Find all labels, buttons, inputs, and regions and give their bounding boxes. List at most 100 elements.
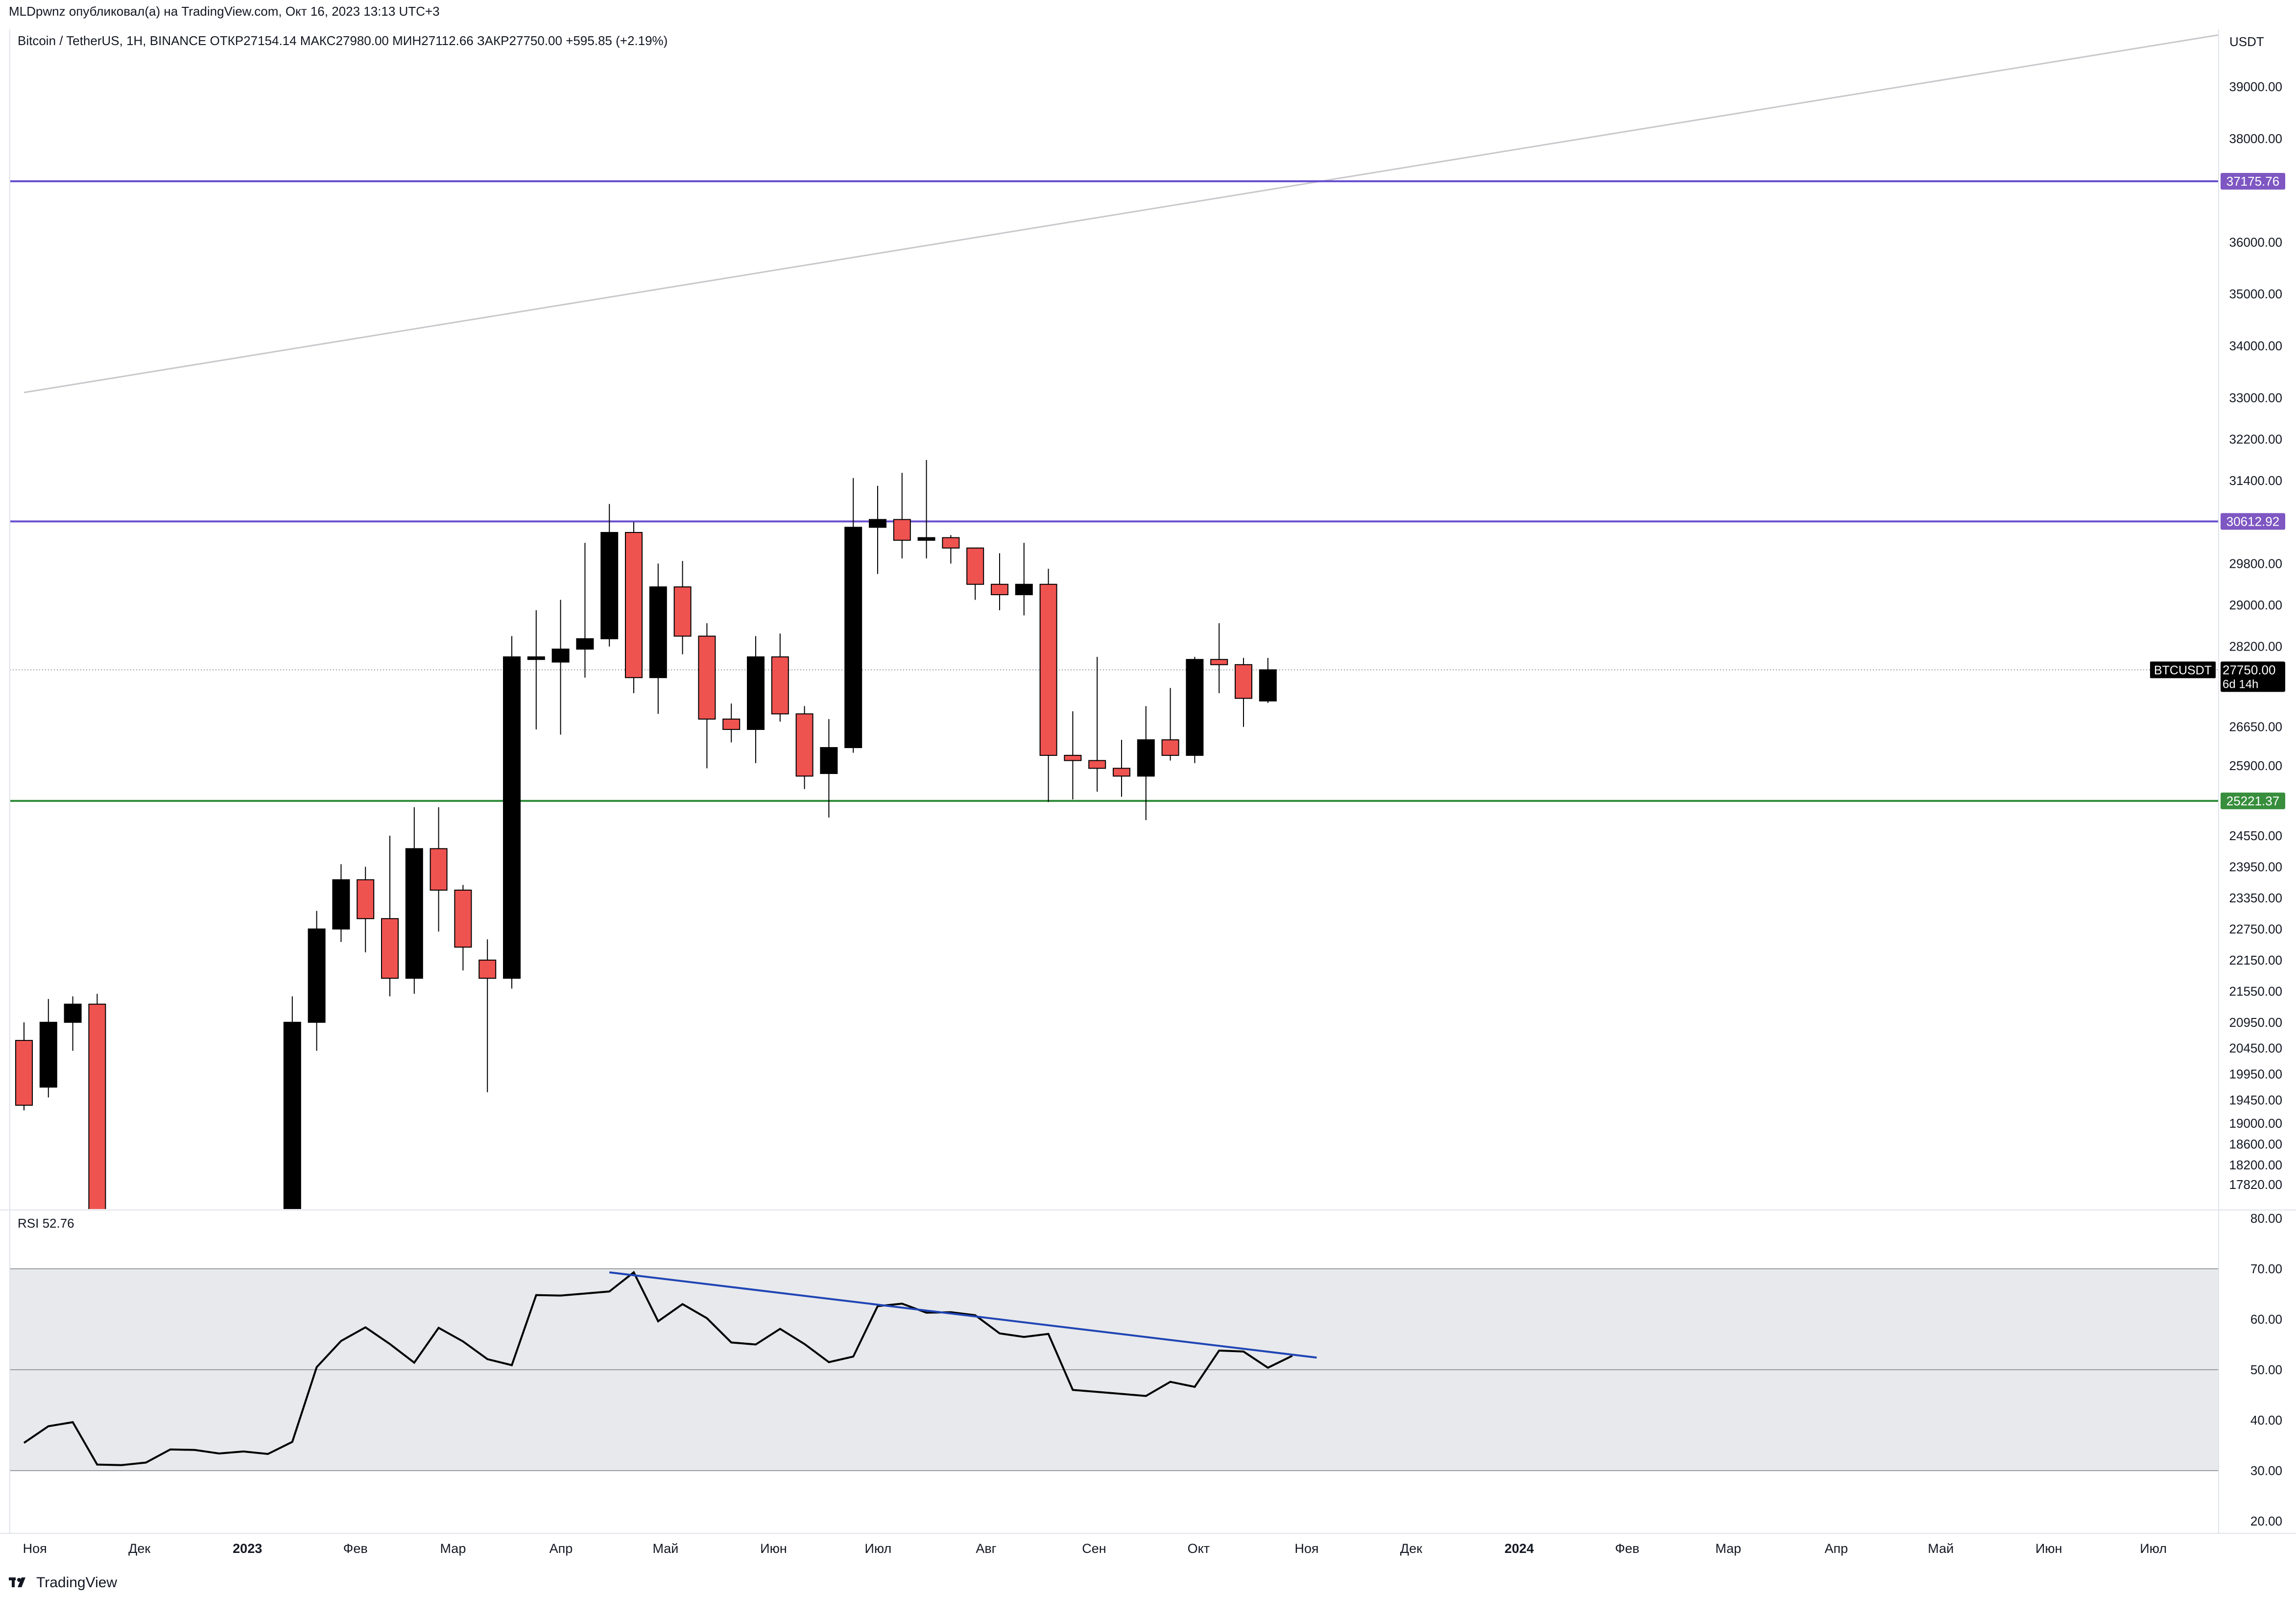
rsi-pane[interactable] — [10, 1268, 2219, 1471]
time-axis-label: Май — [652, 1541, 678, 1556]
rsi-tick-label: 30.00 — [2250, 1463, 2282, 1478]
candle-body — [1064, 754, 1082, 761]
time-axis-label: Июн — [760, 1541, 787, 1556]
symbol-badge — [2150, 661, 2216, 678]
time-axis-label: Фев — [1615, 1541, 1640, 1556]
symbol-badge-label: BTCUSDT — [2154, 663, 2212, 677]
level-price-label: 25221.37 — [2226, 794, 2279, 808]
candle-body — [917, 537, 935, 541]
axes: 39000.00 38000.00 36000.00 35000.00 34000.00… — [0, 29, 2296, 1556]
time-axis-label: Ноя — [1294, 1541, 1318, 1556]
candle-body — [1088, 760, 1106, 769]
candle-body — [503, 656, 521, 979]
price-tick-label: 28200.00 — [2229, 639, 2282, 654]
price-tick-label: 26650.00 — [2229, 720, 2282, 734]
candle-body — [991, 583, 1008, 595]
candle-body — [405, 848, 423, 979]
candle-body — [698, 635, 716, 720]
price-tick-label: 39000.00 — [2229, 79, 2282, 94]
time-axis-label: Авг — [976, 1541, 996, 1556]
candle-body — [235, 1232, 252, 1237]
candle-body — [820, 747, 838, 774]
chart-publish-header: MLDpwnz опубликовал(а) на TradingView.co… — [9, 4, 440, 19]
level-price-label: 30612.92 — [2226, 514, 2279, 529]
rsi-label: RSI 52.76 — [18, 1216, 74, 1231]
price-tick-label: 33000.00 — [2229, 390, 2282, 405]
time-axis-label: Дек — [1400, 1541, 1422, 1556]
time-axis-label: Июл — [2140, 1541, 2167, 1556]
time-axis-label: Июл — [864, 1541, 891, 1556]
price-pane[interactable] — [10, 34, 2219, 1305]
level-price-badge — [2221, 792, 2285, 809]
candle-body — [1259, 669, 1277, 702]
price-tick-label: 20950.00 — [2229, 1015, 2282, 1030]
level-price-label: 37175.76 — [2226, 174, 2279, 189]
tradingview-footer: TradingView — [9, 1574, 117, 1591]
time-axis-label: Окт — [1188, 1541, 1210, 1556]
overlay-labels: Bitcoin / TetherUS, 1H, BINANCE ОТКР2715… — [18, 33, 2285, 1231]
candle-body — [1015, 583, 1033, 595]
candle-body — [138, 1222, 154, 1253]
price-tick-label: 25900.00 — [2229, 758, 2282, 773]
price-tick-label: 29000.00 — [2229, 598, 2282, 612]
price-tick-label: 19000.00 — [2229, 1116, 2282, 1131]
price-tick-label: 38000.00 — [2229, 131, 2282, 146]
time-axis-label: 2023 — [233, 1541, 262, 1556]
price-tick-label: 22750.00 — [2229, 921, 2282, 936]
candle-body — [795, 713, 813, 777]
price-tick-label: 20450.00 — [2229, 1041, 2282, 1056]
rsi-line — [23, 1271, 1293, 1466]
candle-body — [88, 1003, 106, 1209]
candle-body — [649, 586, 667, 678]
price-tick-label: 36000.00 — [2229, 235, 2282, 249]
time-axis-label: 2024 — [1505, 1541, 1534, 1556]
candle-body — [722, 718, 741, 730]
rsi-divergence-trendline — [609, 1271, 1317, 1359]
candle-body — [478, 959, 497, 979]
time-axis-label: Май — [1928, 1541, 1954, 1556]
level-price-badge — [2221, 173, 2285, 190]
last-price-badge — [2221, 661, 2285, 692]
price-tick-label: 24550.00 — [2229, 828, 2282, 843]
candle-body — [308, 928, 326, 1023]
price-tick-label: 34000.00 — [2229, 339, 2282, 353]
level-price-badge — [2221, 513, 2285, 530]
candle-body — [869, 519, 886, 528]
candle-body — [625, 532, 643, 678]
candle-body — [1210, 659, 1228, 665]
price-tick-label: 32200.00 — [2229, 432, 2282, 446]
price-tick-label: 19950.00 — [2229, 1067, 2282, 1082]
candle-body — [966, 547, 984, 585]
time-axis-label: Ноя — [23, 1541, 47, 1556]
time-axis-label: Мар — [1715, 1541, 1741, 1556]
candle-body — [747, 656, 765, 730]
candle-body — [771, 656, 789, 715]
time-axis-label: Апр — [1824, 1541, 1848, 1556]
candle-body — [600, 532, 619, 639]
candle-body — [1186, 659, 1204, 756]
candle-body — [162, 1222, 179, 1232]
rsi-tick-label: 60.00 — [2250, 1312, 2282, 1327]
price-tick-label: 35000.00 — [2229, 287, 2282, 301]
rsi-tick-label: 70.00 — [2250, 1261, 2282, 1276]
candle-body — [527, 656, 545, 660]
candle-body — [1113, 768, 1130, 777]
candle-body — [551, 649, 570, 663]
candle-body — [942, 537, 960, 549]
rsi-tick-label: 20.00 — [2250, 1514, 2282, 1528]
price-tick-label: 18200.00 — [2229, 1158, 2282, 1172]
candle-body — [113, 1253, 130, 1263]
candle-body — [187, 1232, 203, 1237]
candle-body — [283, 1021, 301, 1209]
candle-body — [15, 1040, 33, 1106]
price-tick-label: 19450.00 — [2229, 1093, 2282, 1108]
price-tick-label: 21550.00 — [2229, 984, 2282, 998]
candle-body — [576, 638, 594, 650]
candle-body — [357, 879, 375, 920]
price-tick-label: 23950.00 — [2229, 859, 2282, 874]
candle-body — [211, 1230, 227, 1237]
candle-body — [1161, 739, 1179, 756]
candle-body — [1235, 664, 1252, 699]
time-axis-label: Фев — [343, 1541, 368, 1556]
